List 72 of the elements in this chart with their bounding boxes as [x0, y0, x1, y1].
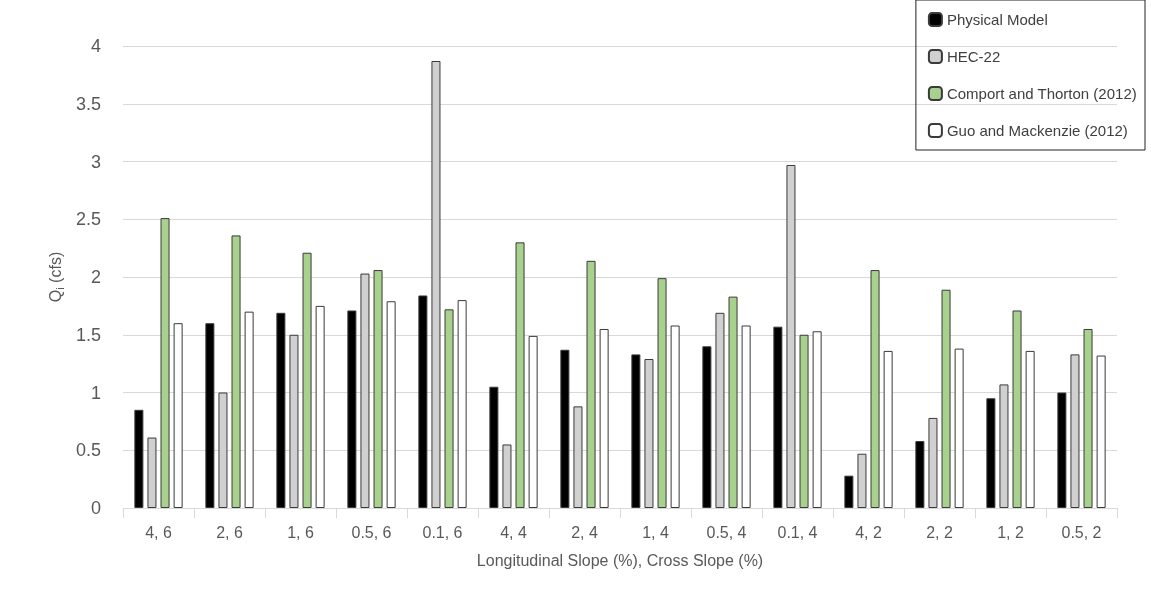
bar	[1025, 350, 1035, 508]
bar	[244, 311, 254, 508]
bar	[586, 260, 596, 508]
legend-label: HEC-22	[946, 48, 1001, 65]
x-tick-label: 0.5, 2	[1061, 523, 1102, 541]
x-tick-label: 2, 2	[926, 523, 953, 541]
bar	[857, 453, 867, 508]
x-tick-label: 1, 2	[997, 523, 1024, 541]
bar	[812, 331, 822, 508]
bar	[1083, 328, 1093, 508]
y-tick-label: 1	[90, 382, 101, 403]
bar	[670, 325, 680, 508]
bar	[883, 350, 893, 508]
y-tick-label: 3.5	[75, 93, 101, 114]
bar	[1012, 310, 1022, 508]
bar	[173, 323, 183, 508]
y-tick-label: 3	[90, 151, 101, 172]
bar	[844, 475, 854, 508]
legend-label: Guo and Mackenzie (2012)	[946, 122, 1128, 139]
y-axis-title: Qi (cfs)	[47, 251, 66, 303]
bar	[386, 301, 396, 508]
bar	[489, 386, 499, 508]
bar	[741, 325, 751, 508]
x-tick-label: 4, 4	[500, 523, 527, 541]
y-tick-label: 0	[90, 498, 101, 518]
bar	[915, 441, 925, 508]
bar	[315, 305, 325, 508]
x-tick-label: 0.5, 6	[351, 523, 392, 541]
bar	[728, 296, 738, 508]
bar	[1096, 355, 1106, 508]
x-tick-label: 0.5, 4	[706, 523, 747, 541]
bar	[373, 270, 383, 508]
x-tick-label: 4, 2	[855, 523, 882, 541]
x-tick-label: 2, 4	[571, 523, 598, 541]
bar	[418, 295, 428, 508]
y-tick-label: 2	[90, 267, 101, 287]
bar	[986, 398, 996, 508]
bar	[231, 235, 241, 508]
x-tick-label: 1, 4	[642, 523, 669, 541]
bar	[599, 328, 609, 508]
x-tick-label: 2, 6	[216, 523, 243, 541]
bar	[560, 349, 570, 508]
bar	[631, 354, 641, 508]
bar	[702, 346, 712, 508]
y-tick-label: 1.5	[75, 324, 101, 345]
bar	[515, 242, 525, 508]
bar	[941, 289, 951, 508]
x-tick-label: 0.1, 6	[422, 523, 463, 541]
bar	[657, 278, 667, 508]
x-axis-title: Longitudinal Slope (%), Cross Slope (%)	[476, 551, 764, 569]
legend-label: Comport and Thorton (2012)	[946, 85, 1137, 102]
x-tick-label: 0.1, 4	[777, 523, 818, 541]
bar	[457, 300, 467, 508]
bar	[444, 309, 454, 508]
legend-label: Physical Model	[946, 11, 1048, 28]
bar	[954, 348, 964, 508]
x-tick-label: 1, 6	[287, 523, 314, 541]
bar	[870, 270, 880, 508]
bar	[302, 252, 312, 508]
bar	[528, 335, 538, 508]
bar	[347, 310, 357, 508]
bar	[773, 326, 783, 508]
y-tick-label: 4	[90, 36, 101, 56]
x-tick-label: 4, 6	[145, 523, 172, 541]
bar	[134, 409, 144, 508]
bar	[799, 334, 809, 508]
bar	[205, 323, 215, 508]
y-tick-label: 0.5	[75, 440, 101, 461]
bar	[276, 312, 286, 508]
bar	[160, 218, 170, 508]
bar	[1057, 392, 1067, 508]
y-tick-label: 2.5	[75, 209, 101, 230]
